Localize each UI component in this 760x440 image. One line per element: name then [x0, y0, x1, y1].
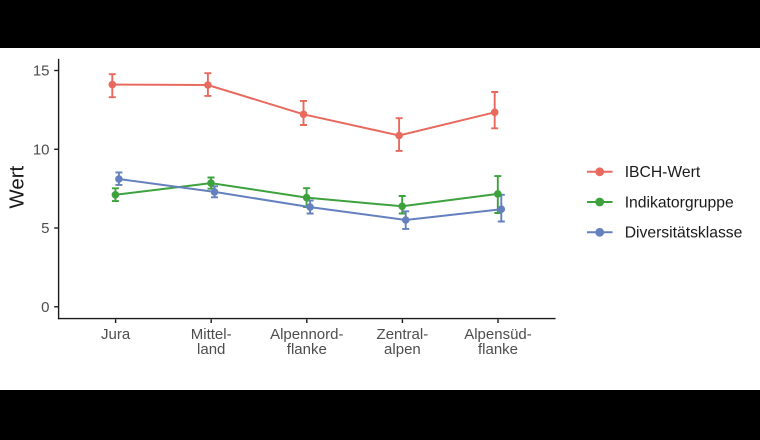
- svg-text:Zentral-: Zentral-: [377, 326, 429, 343]
- svg-text:Jura: Jura: [101, 326, 131, 343]
- svg-text:10: 10: [33, 142, 50, 159]
- svg-text:0: 0: [41, 299, 49, 316]
- svg-text:flanke: flanke: [478, 341, 518, 358]
- svg-text:Diversitätsklasse: Diversitätsklasse: [625, 225, 743, 242]
- svg-text:Alpennord-: Alpennord-: [270, 326, 343, 343]
- svg-text:5: 5: [41, 220, 49, 237]
- svg-text:15: 15: [33, 63, 50, 80]
- svg-text:Mittel-: Mittel-: [191, 326, 232, 343]
- svg-text:land: land: [197, 341, 225, 358]
- svg-text:Alpensüd-: Alpensüd-: [464, 326, 532, 343]
- svg-text:Wert: Wert: [6, 165, 29, 208]
- svg-text:flanke: flanke: [287, 341, 327, 358]
- svg-text:IBCH-Wert: IBCH-Wert: [625, 164, 701, 181]
- svg-text:Indikatorgruppe: Indikatorgruppe: [625, 194, 734, 211]
- svg-text:alpen: alpen: [384, 341, 421, 358]
